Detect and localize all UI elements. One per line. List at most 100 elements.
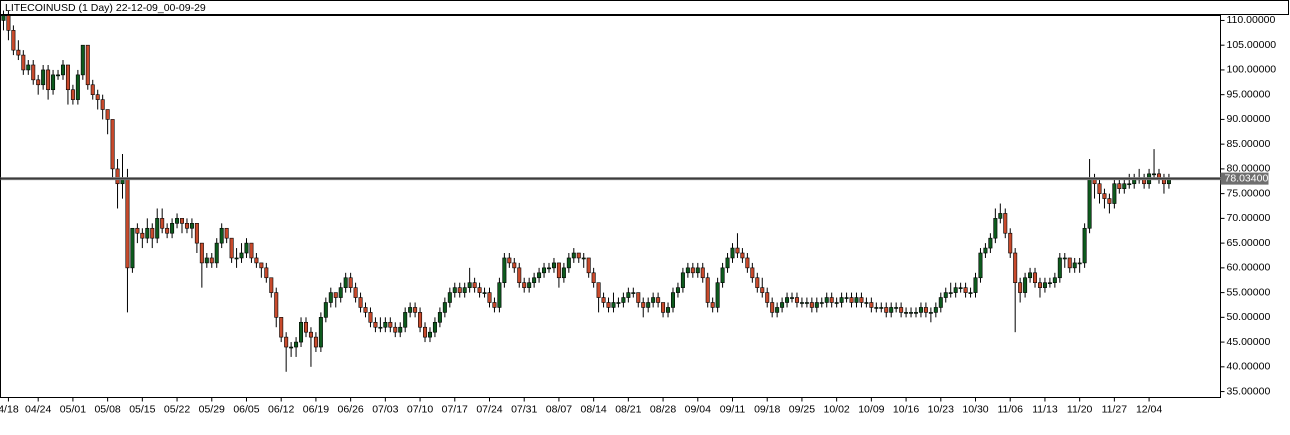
- candle-body: [780, 302, 785, 308]
- candle-body: [393, 326, 398, 333]
- candle-body: [11, 30, 16, 51]
- candle-body: [933, 307, 938, 313]
- candle-body: [21, 54, 26, 71]
- candle-body: [824, 297, 829, 303]
- candle-body: [165, 227, 170, 234]
- candle-body: [100, 99, 105, 110]
- x-tick-label: 11/06: [997, 403, 1023, 415]
- candle-body: [874, 307, 879, 309]
- x-tick-label: 08/14: [580, 403, 606, 415]
- x-tick-label: 05/08: [94, 403, 120, 415]
- y-tick-label: 80.00000: [1227, 163, 1271, 175]
- candle-body: [115, 168, 120, 185]
- x-tick-label: 07/24: [476, 403, 502, 415]
- candle-body: [844, 297, 849, 299]
- y-tick-label: 110.00000: [1227, 14, 1276, 26]
- candle-body: [85, 44, 90, 86]
- candle-body: [785, 297, 790, 303]
- candle-body: [661, 302, 666, 313]
- candle-body: [1042, 282, 1047, 288]
- candle-body: [383, 321, 388, 328]
- candle-body: [1013, 252, 1018, 284]
- candle-body: [705, 277, 710, 303]
- candle-body: [150, 227, 155, 239]
- candle-body: [889, 307, 894, 313]
- candle-body: [765, 292, 770, 303]
- candle-body: [973, 277, 978, 293]
- candle-body: [194, 223, 199, 244]
- x-tick-label: 09/18: [754, 403, 780, 415]
- price-label: 78.03400: [1225, 172, 1269, 184]
- x-tick-label: 06/19: [303, 403, 329, 415]
- y-tick-label: 40.00000: [1227, 361, 1271, 373]
- candle-body: [214, 242, 219, 264]
- candle-body: [636, 292, 641, 303]
- candle-body: [234, 257, 239, 260]
- candle-body: [631, 292, 636, 294]
- candle-body: [184, 223, 189, 229]
- candle-body: [125, 178, 130, 269]
- candle-body: [849, 297, 854, 303]
- candle-body: [988, 237, 993, 249]
- candle-body: [819, 302, 824, 304]
- candle-body: [1, 15, 6, 21]
- candle-body: [690, 267, 695, 274]
- candle-body: [1072, 262, 1077, 269]
- candle-body: [1117, 183, 1122, 189]
- candle-body: [641, 302, 646, 308]
- candle-body: [254, 257, 259, 264]
- x-tick-label: 11/13: [1032, 403, 1058, 415]
- candle-body: [611, 302, 616, 308]
- candle-body: [670, 292, 675, 308]
- candle-body: [626, 292, 631, 298]
- candle-body: [204, 257, 209, 264]
- candle-body: [666, 307, 671, 313]
- candle-body: [279, 317, 284, 338]
- candle-body: [462, 287, 467, 293]
- y-tick-label: 70.00000: [1227, 212, 1271, 224]
- candle-body: [160, 218, 165, 229]
- candle-body: [1102, 193, 1107, 199]
- y-tick-label: 90.00000: [1227, 113, 1271, 125]
- candle-body: [551, 262, 556, 269]
- candle-body: [715, 282, 720, 308]
- candle-body: [140, 232, 145, 239]
- candle-body: [259, 262, 264, 269]
- candle-body: [135, 227, 140, 234]
- candle-body: [581, 257, 586, 260]
- candle-body: [413, 307, 418, 313]
- candle-body: [809, 302, 814, 308]
- y-tick-label: 35.00000: [1227, 385, 1271, 397]
- candle-body: [879, 307, 884, 309]
- x-tick-label: 09/25: [789, 403, 815, 415]
- y-tick-label: 55.00000: [1227, 286, 1271, 298]
- candle-body: [16, 49, 21, 56]
- candle-body: [854, 297, 859, 303]
- candle-body: [1082, 227, 1087, 264]
- x-tick-label: 07/31: [511, 403, 537, 415]
- candle-body: [725, 257, 730, 269]
- candle-body: [472, 282, 477, 288]
- candle-body: [457, 287, 462, 293]
- candle-body: [591, 272, 596, 284]
- candle-body: [735, 247, 740, 254]
- candle-body: [720, 267, 725, 284]
- candle-body: [993, 218, 998, 239]
- candle-body: [90, 84, 95, 95]
- candle-body: [467, 282, 472, 288]
- candle-body: [1097, 183, 1102, 194]
- candle-body: [1028, 272, 1033, 279]
- candle-body: [556, 262, 561, 279]
- candle-body: [80, 44, 85, 76]
- x-tick-label: 06/05: [233, 403, 259, 415]
- candle-body: [755, 277, 760, 288]
- y-tick-label: 45.00000: [1227, 336, 1271, 348]
- candle-body: [447, 292, 452, 303]
- candle-body: [963, 287, 968, 293]
- candle-body: [537, 272, 542, 279]
- candle-body: [343, 277, 348, 288]
- candle-body: [700, 267, 705, 279]
- x-tick-label: 4/18: [0, 403, 19, 415]
- candle-body: [284, 336, 289, 348]
- candle-body: [442, 302, 447, 313]
